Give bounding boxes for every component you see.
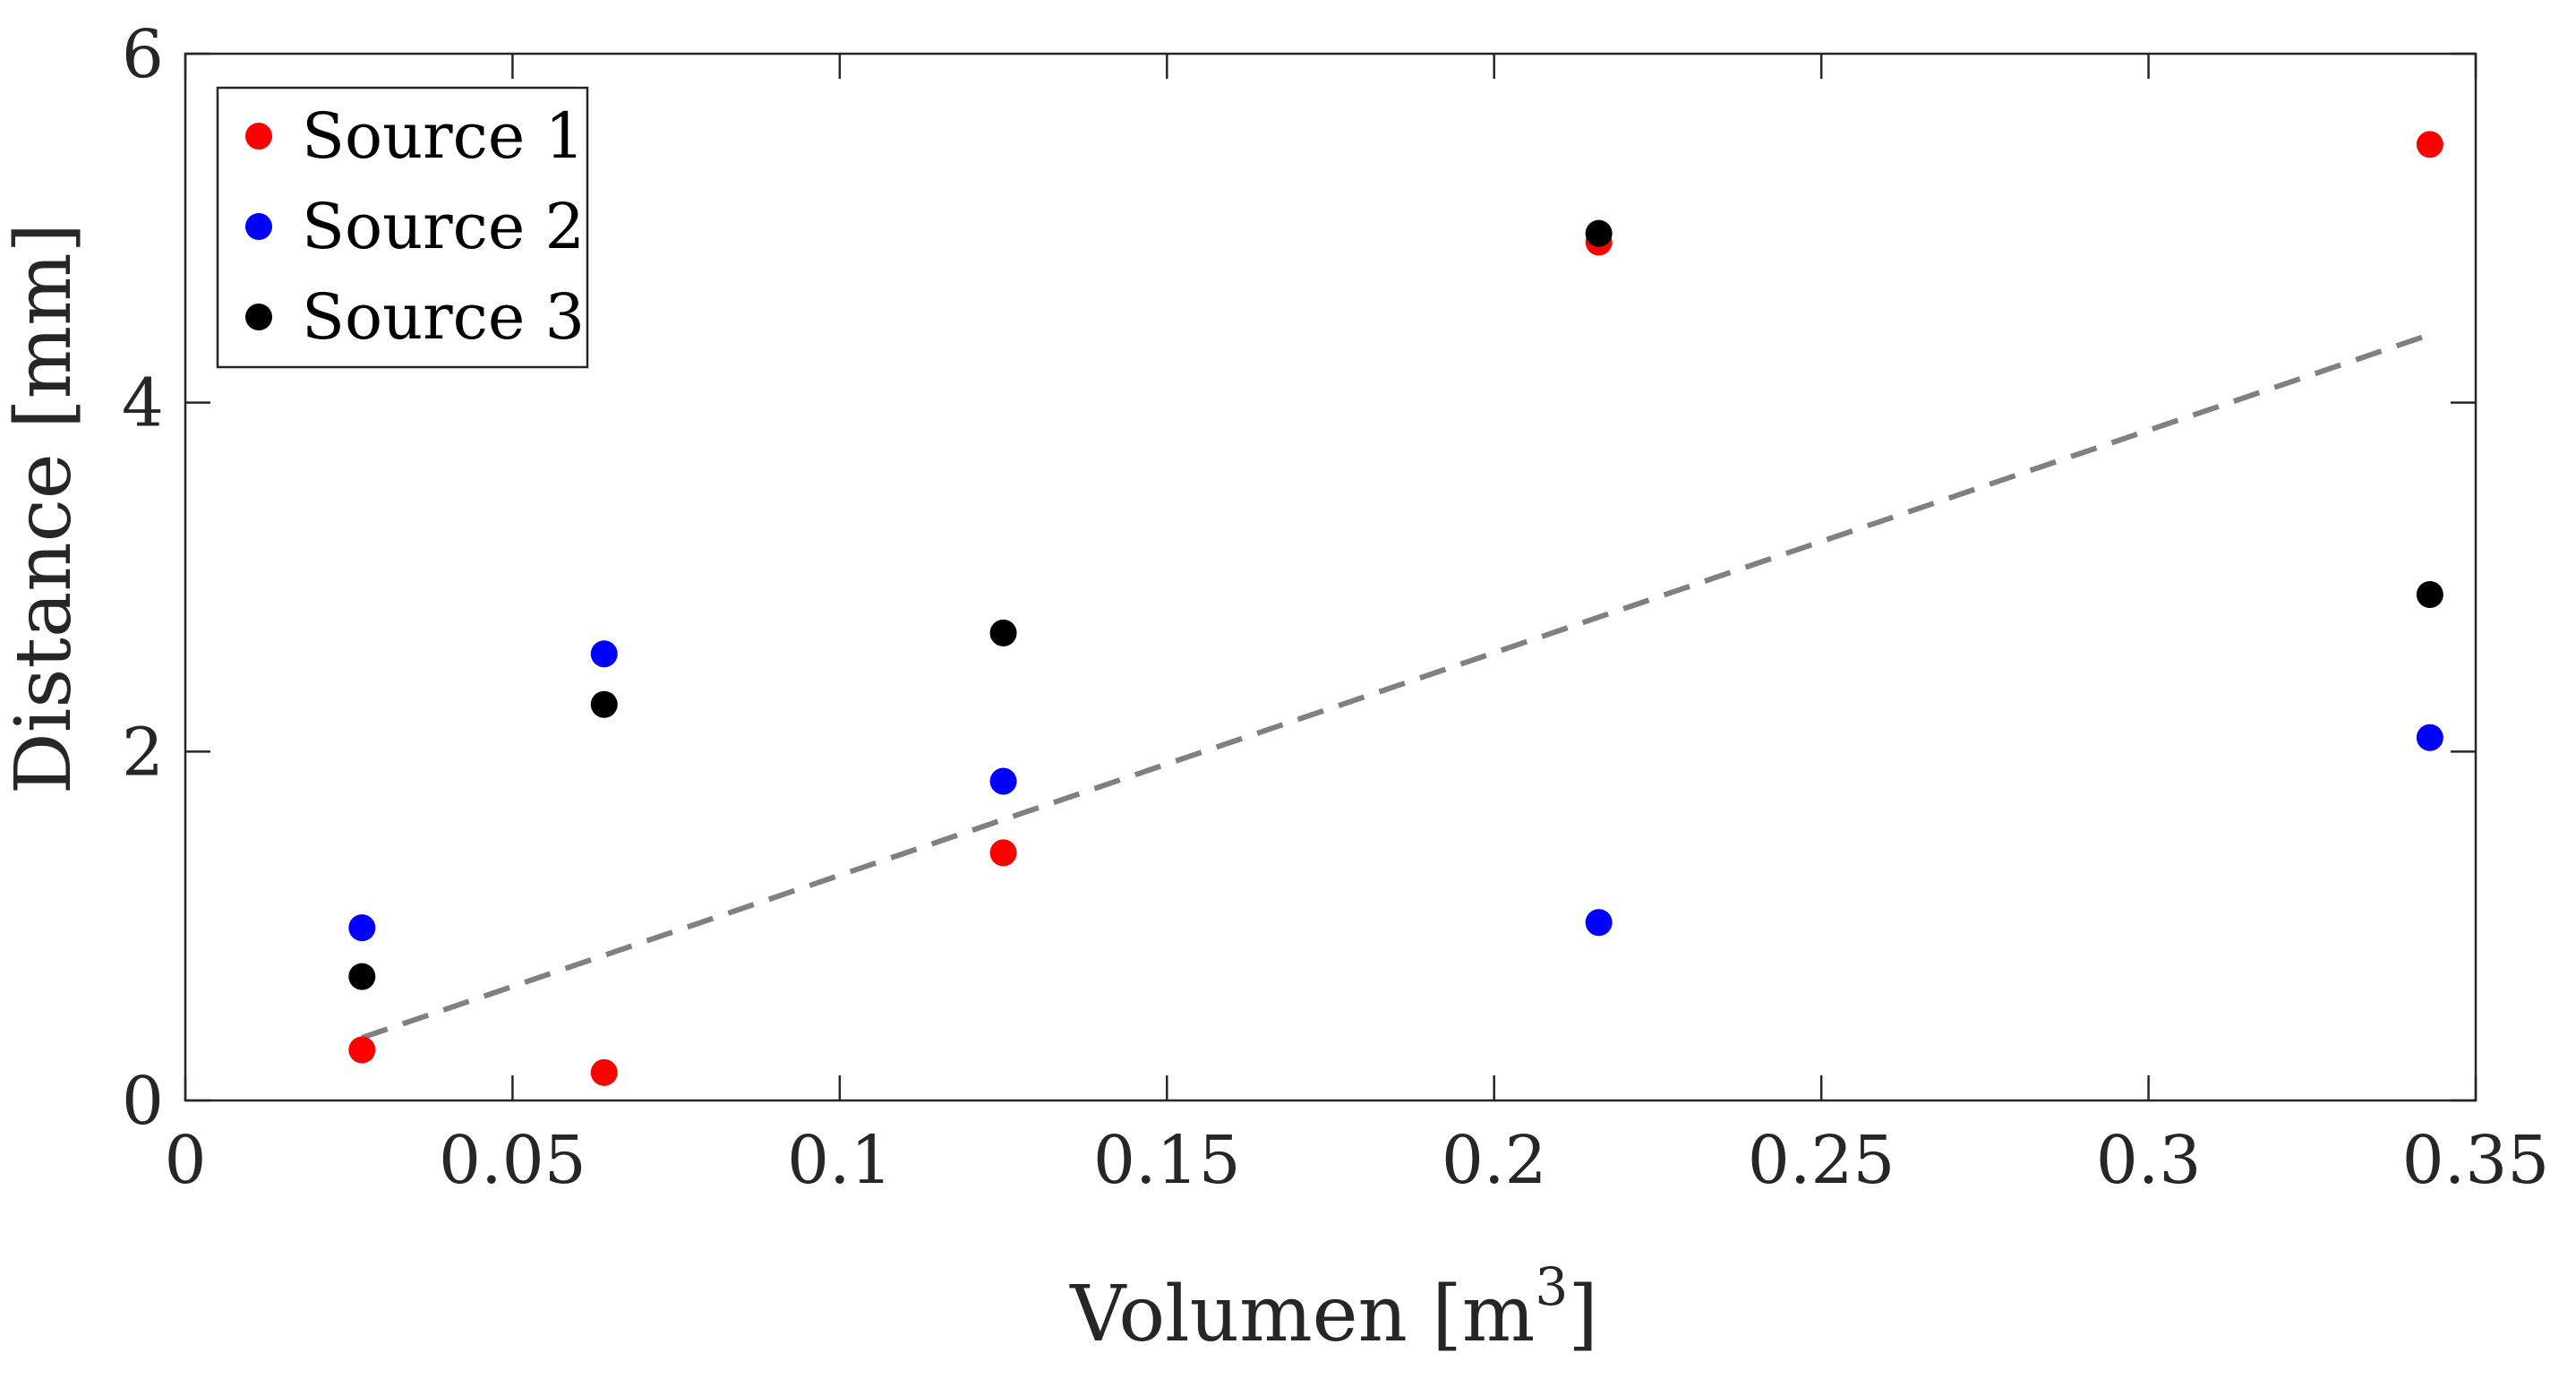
x-tick-label: 0.05 [439, 1122, 586, 1199]
data-point-source-1 [2416, 131, 2443, 158]
points-layer [348, 131, 2443, 1086]
data-point-source-2 [2416, 723, 2443, 751]
data-point-source-3 [348, 963, 376, 990]
x-tick-label: 0.2 [1442, 1122, 1547, 1199]
data-point-source-2 [590, 640, 618, 668]
x-tick-label: 0.1 [787, 1122, 893, 1199]
data-point-source-3 [989, 619, 1017, 646]
x-tick-label: 0 [164, 1122, 206, 1199]
data-point-source-3 [590, 690, 618, 718]
data-point-source-1 [348, 1036, 376, 1064]
x-axis-label-main: Volumen [m [1069, 1270, 1535, 1359]
x-tick-label: 0.15 [1093, 1122, 1241, 1199]
y-tick-label: 0 [122, 1063, 164, 1140]
legend-box [216, 86, 589, 369]
legend-label-source-2: Source 2 [302, 190, 585, 263]
legend-marker-source-3 [245, 304, 272, 330]
fit-line [361, 331, 2431, 1040]
x-axis-label-end: ] [1568, 1270, 1598, 1359]
x-tick-label: 0.35 [2402, 1122, 2550, 1199]
legend-marker-source-2 [245, 213, 272, 240]
x-axis-label-superscript: 3 [1535, 1256, 1568, 1317]
y-axis-label: Distance [mm] [0, 223, 89, 794]
data-point-source-2 [989, 767, 1017, 795]
data-point-source-3 [2416, 580, 2443, 608]
legend-label-source-1: Source 1 [302, 99, 585, 173]
y-tick-label: 4 [122, 365, 164, 442]
y-tick-label: 2 [122, 714, 164, 791]
data-point-source-2 [348, 914, 376, 942]
data-point-source-1 [590, 1058, 618, 1086]
data-point-source-2 [1585, 909, 1613, 937]
legend-marker-source-1 [245, 123, 272, 150]
y-tick-label: 6 [122, 16, 164, 93]
data-point-source-1 [989, 839, 1017, 867]
fit-layer [361, 331, 2431, 1040]
legend: Source 1 Source 2 Source 3 [216, 86, 589, 369]
legend-label-source-3: Source 3 [302, 280, 585, 354]
x-axis-label: Volumen [m3] [1069, 1256, 1598, 1359]
x-tick-label: 0.3 [2096, 1122, 2202, 1199]
data-point-source-3 [1585, 219, 1613, 247]
x-tick-label: 0.25 [1748, 1122, 1896, 1199]
ticks-layer: 0 0.05 0.1 0.15 0.2 0.25 0.3 0.35 0 2 4 6 [122, 16, 2549, 1199]
